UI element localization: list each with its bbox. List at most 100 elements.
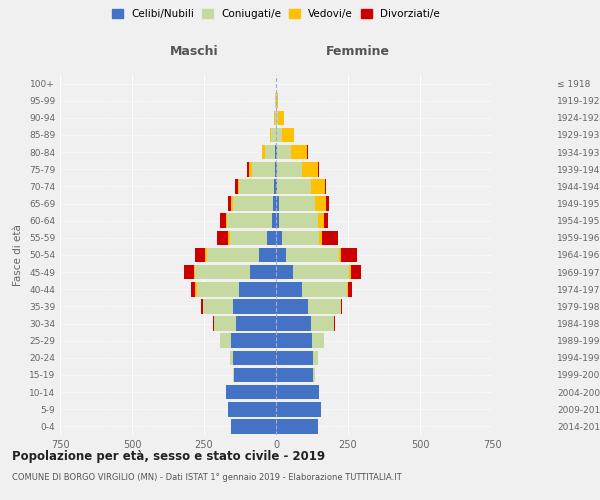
Bar <box>271 128 276 142</box>
Bar <box>203 299 233 314</box>
Bar <box>265 145 275 160</box>
Bar <box>234 368 276 382</box>
Bar <box>235 179 238 194</box>
Bar <box>347 282 348 296</box>
Bar <box>276 196 279 211</box>
Bar <box>233 368 234 382</box>
Bar <box>349 265 351 280</box>
Bar <box>230 230 268 245</box>
Bar <box>274 179 276 194</box>
Bar <box>196 265 250 280</box>
Bar <box>227 214 272 228</box>
Bar <box>315 196 326 211</box>
Bar <box>341 299 342 314</box>
Text: Maschi: Maschi <box>170 45 218 58</box>
Bar <box>270 128 271 142</box>
Bar <box>268 230 276 245</box>
Bar <box>307 145 308 160</box>
Bar <box>302 162 318 176</box>
Bar <box>276 162 277 176</box>
Text: COMUNE DI BORGO VIRGILIO (MN) - Dati ISTAT 1° gennaio 2019 - Elaborazione TUTTIT: COMUNE DI BORGO VIRGILIO (MN) - Dati IST… <box>12 472 402 482</box>
Bar <box>277 179 311 194</box>
Bar <box>259 248 276 262</box>
Bar <box>278 110 284 125</box>
Bar <box>276 419 318 434</box>
Bar <box>272 214 276 228</box>
Legend: Celibi/Nubili, Coniugati/e, Vedovi/e, Divorziati/e: Celibi/Nubili, Coniugati/e, Vedovi/e, Di… <box>108 5 444 24</box>
Bar <box>276 282 302 296</box>
Bar <box>196 282 197 296</box>
Bar <box>312 334 323 348</box>
Bar <box>233 350 276 365</box>
Bar <box>230 350 233 365</box>
Bar <box>232 419 276 434</box>
Bar <box>248 162 251 176</box>
Bar <box>276 179 277 194</box>
Bar <box>196 248 205 262</box>
Bar <box>232 334 276 348</box>
Bar <box>308 299 341 314</box>
Bar <box>197 282 239 296</box>
Bar <box>205 248 207 262</box>
Bar <box>217 230 229 245</box>
Bar <box>262 145 265 160</box>
Bar <box>348 282 352 296</box>
Bar <box>318 162 319 176</box>
Bar <box>325 179 326 194</box>
Bar <box>275 162 276 176</box>
Bar <box>226 385 276 400</box>
Bar <box>239 179 274 194</box>
Bar <box>276 230 282 245</box>
Bar <box>340 248 341 262</box>
Bar <box>276 248 286 262</box>
Bar <box>236 316 276 331</box>
Bar <box>276 334 312 348</box>
Bar <box>313 368 315 382</box>
Bar <box>319 230 322 245</box>
Bar <box>184 265 194 280</box>
Bar <box>251 162 275 176</box>
Text: Femmine: Femmine <box>326 45 390 58</box>
Bar <box>201 299 203 314</box>
Bar <box>220 334 232 348</box>
Bar <box>276 316 311 331</box>
Bar <box>341 248 356 262</box>
Bar <box>214 316 236 331</box>
Bar <box>276 128 282 142</box>
Bar <box>233 299 276 314</box>
Bar <box>276 265 293 280</box>
Bar <box>207 248 259 262</box>
Bar <box>276 368 313 382</box>
Bar <box>229 402 276 416</box>
Bar <box>238 179 239 194</box>
Bar <box>282 230 319 245</box>
Bar <box>279 214 318 228</box>
Bar <box>334 316 335 331</box>
Bar <box>311 179 325 194</box>
Bar <box>279 196 315 211</box>
Bar <box>226 214 227 228</box>
Bar <box>311 316 334 331</box>
Bar <box>282 128 293 142</box>
Bar <box>229 230 230 245</box>
Bar <box>191 282 196 296</box>
Bar <box>276 299 308 314</box>
Bar <box>247 162 248 176</box>
Text: Popolazione per età, sesso e stato civile - 2019: Popolazione per età, sesso e stato civil… <box>12 450 325 463</box>
Bar <box>276 214 279 228</box>
Bar <box>302 282 347 296</box>
Bar <box>323 214 328 228</box>
Bar <box>276 385 319 400</box>
Bar <box>322 230 338 245</box>
Bar <box>276 402 320 416</box>
Bar <box>239 282 276 296</box>
Bar <box>313 350 318 365</box>
Bar <box>277 162 302 176</box>
Bar <box>232 196 233 211</box>
Bar <box>326 196 329 211</box>
Bar <box>351 265 361 280</box>
Bar <box>293 265 349 280</box>
Bar <box>276 110 278 125</box>
Bar <box>291 145 307 160</box>
Bar <box>233 196 273 211</box>
